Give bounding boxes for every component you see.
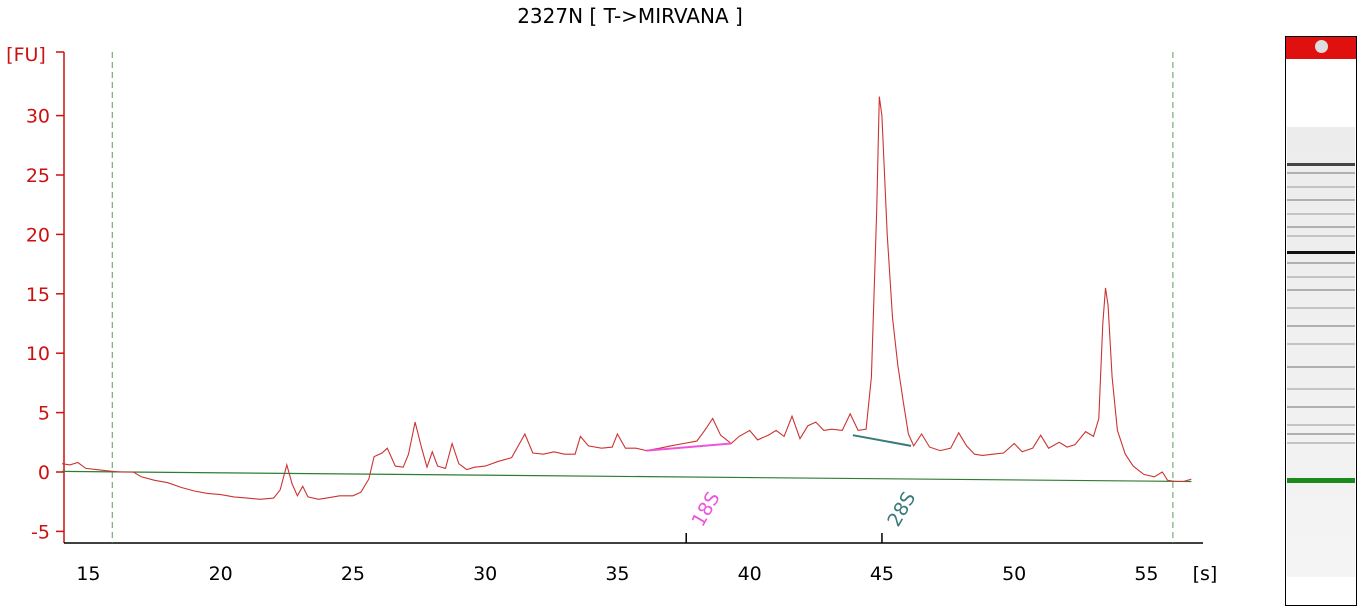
gel-faint-band bbox=[1287, 388, 1355, 390]
gel-faint-band bbox=[1287, 365, 1355, 368]
gel-faint-band bbox=[1287, 433, 1355, 435]
gel-lane bbox=[1287, 127, 1355, 577]
gel-band bbox=[1287, 478, 1355, 483]
gel-faint-band bbox=[1287, 185, 1355, 188]
x-tick-label: 55 bbox=[1134, 563, 1158, 585]
y-tick-label: -5 bbox=[31, 521, 50, 543]
baseline-line bbox=[61, 470, 1192, 483]
gel-lane-image bbox=[1285, 36, 1357, 606]
plot-area bbox=[61, 96, 1192, 500]
gel-faint-band bbox=[1287, 307, 1355, 309]
peak-baseline-18s bbox=[646, 442, 732, 452]
x-tick-label: 35 bbox=[605, 563, 629, 585]
gel-faint-band bbox=[1287, 406, 1355, 408]
y-tick-label: 10 bbox=[26, 343, 50, 365]
ticks: -5 0 5 10 15 20 25 30 15 20 25 30 35 40 45 50 55 18S 28S bbox=[26, 106, 1159, 585]
gel-faint-band bbox=[1287, 424, 1355, 426]
gel-faint-band bbox=[1287, 325, 1355, 327]
x-tick-label: 50 bbox=[1002, 563, 1026, 585]
y-tick-label: 20 bbox=[26, 224, 50, 246]
guides bbox=[61, 52, 1192, 543]
gel-faint-band bbox=[1287, 262, 1355, 264]
peak-baseline-28s bbox=[852, 434, 912, 447]
gel-faint-band bbox=[1287, 275, 1355, 278]
y-tick-label: 0 bbox=[38, 462, 50, 484]
x-tick-label: 25 bbox=[341, 563, 365, 585]
x-axis-label: [s] bbox=[1193, 563, 1218, 585]
gel-band bbox=[1287, 250, 1355, 254]
y-tick-label: 15 bbox=[26, 284, 50, 306]
x-tick-label: 20 bbox=[209, 563, 233, 585]
x-tick-label: 40 bbox=[738, 563, 762, 585]
gel-faint-band bbox=[1287, 226, 1355, 228]
x-tick-label: 15 bbox=[76, 563, 100, 585]
chart-title: 2327N [ T->MIRVANA ] bbox=[517, 4, 743, 28]
signal-trace bbox=[61, 96, 1192, 500]
gel-faint-band bbox=[1287, 199, 1355, 201]
y-tick-label: 25 bbox=[26, 165, 50, 187]
x-tick-label: 30 bbox=[473, 563, 497, 585]
x-tick-label: 45 bbox=[870, 563, 894, 585]
gel-faint-band bbox=[1287, 289, 1355, 291]
y-tick-label: 30 bbox=[26, 106, 50, 128]
gel-faint-band bbox=[1287, 172, 1355, 174]
electropherogram-chart: -5 0 5 10 15 20 25 30 15 20 25 30 35 40 45 50 55 18S 28S [… bbox=[6, 44, 1218, 585]
y-axis-label: [FU] bbox=[6, 44, 46, 66]
gel-band bbox=[1287, 163, 1355, 166]
axes bbox=[56, 51, 1203, 544]
gel-faint-band bbox=[1287, 343, 1355, 345]
gel-faint-band bbox=[1287, 212, 1355, 215]
marker-label-28s: 28S bbox=[883, 488, 920, 530]
y-tick-label: 5 bbox=[38, 403, 50, 425]
gel-faint-band bbox=[1287, 442, 1355, 444]
marker-label-18s: 18S bbox=[687, 488, 724, 530]
gel-well-icon bbox=[1315, 40, 1328, 53]
gel-header-marker bbox=[1286, 37, 1356, 59]
gel-faint-band bbox=[1287, 235, 1355, 237]
